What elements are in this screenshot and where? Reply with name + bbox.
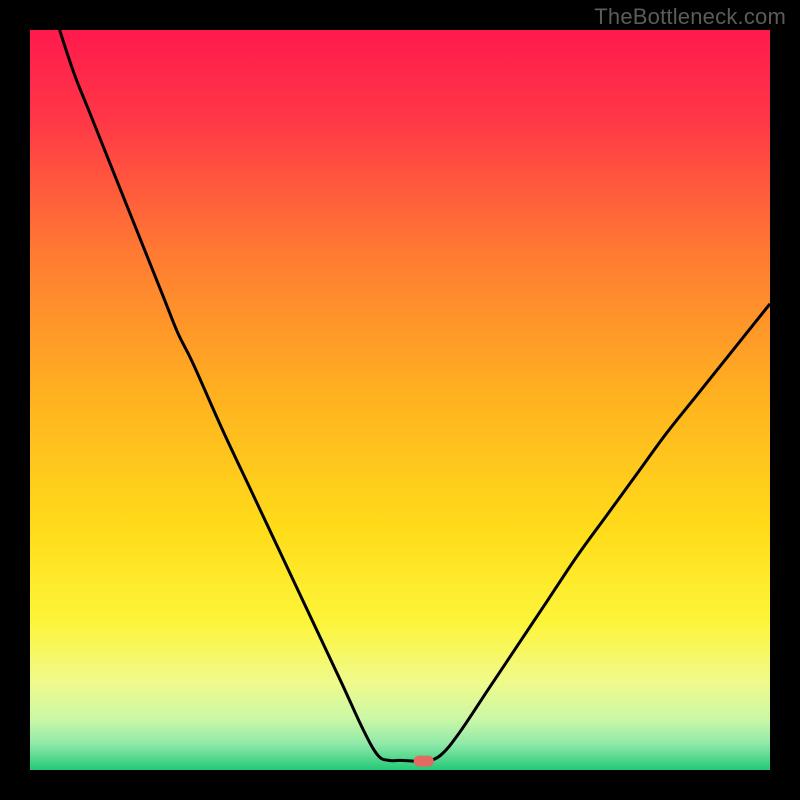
watermark-text: TheBottleneck.com	[594, 4, 786, 30]
chart-background-gradient	[30, 30, 770, 770]
bottleneck-chart	[0, 0, 800, 800]
optimal-point-marker	[414, 756, 434, 767]
